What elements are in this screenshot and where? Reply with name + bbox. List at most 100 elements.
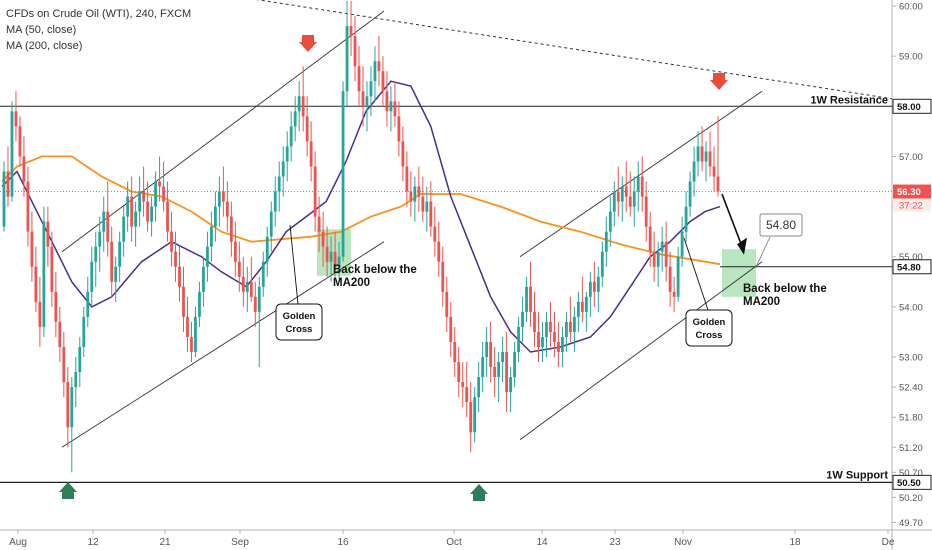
y-tick-label: 57.00 [899, 152, 923, 163]
candle-body [393, 101, 397, 117]
candle-body [596, 276, 600, 292]
channel2-upper [519, 90, 763, 258]
candle-body [94, 246, 98, 262]
candle-body [261, 261, 265, 287]
candle-body [361, 91, 365, 107]
candle-body [437, 241, 441, 262]
candle-body [198, 291, 201, 317]
candle-body [210, 226, 213, 247]
candle-body [150, 206, 153, 222]
candle-body [22, 156, 26, 182]
countdown-tag: 37:22 [893, 198, 931, 212]
candle-body [333, 251, 337, 267]
price-tag-text: 54.80 [897, 262, 921, 273]
candle-body [397, 116, 401, 142]
candle-body [684, 206, 688, 232]
candle-body [297, 96, 301, 112]
candle-body [74, 372, 78, 388]
candle-body [457, 362, 461, 383]
candle-body [18, 126, 22, 157]
candle-body [385, 91, 389, 112]
candle-body [142, 191, 146, 202]
candle-body [134, 211, 138, 227]
candle-body [90, 261, 94, 292]
candle-body [34, 266, 38, 302]
target-tag: 54.80 [893, 259, 931, 274]
candle-body [293, 111, 297, 127]
candle-body [616, 191, 620, 202]
candle-body [688, 181, 692, 207]
y-tick-label: 49.70 [899, 518, 923, 529]
candle-body [241, 276, 245, 292]
candle-body [501, 351, 505, 363]
candle-body [26, 181, 30, 232]
candle-body [700, 146, 704, 162]
candle-body [257, 286, 261, 312]
x-tick-label: 16 [337, 537, 349, 548]
candle-body [54, 291, 58, 322]
zone-below-ma200-2 [722, 249, 756, 297]
candle-body [305, 116, 309, 142]
candle-body [158, 181, 161, 187]
candle-body [505, 351, 508, 393]
candle-body [178, 266, 181, 287]
y-tick-label: 50.20 [899, 493, 923, 504]
candle-body [233, 241, 237, 262]
x-tick-label: Oct [446, 537, 462, 548]
candle-body [692, 161, 696, 182]
candle-body [130, 196, 134, 227]
ma50-line [1, 80, 721, 353]
candle-body [229, 216, 233, 242]
buy-arrow-1 [59, 482, 77, 499]
candle-body [118, 241, 122, 267]
candle-body [696, 146, 700, 162]
target-callout-box [759, 213, 803, 237]
callout-text-line2: Cross [286, 324, 313, 335]
candle-body [365, 96, 369, 107]
candle-body [154, 181, 157, 207]
candle-body [409, 191, 413, 202]
candle-body [529, 286, 532, 312]
candle-body [114, 266, 118, 282]
candle-body [708, 151, 712, 167]
candle-body [102, 211, 106, 232]
candle-body [174, 251, 177, 267]
candle-body [644, 196, 648, 227]
channel1-upper [61, 10, 385, 253]
candle-body [66, 382, 70, 428]
price-tag-bg [893, 259, 931, 274]
candle-body [513, 351, 516, 378]
target-price-callout: 54.80 [756, 213, 803, 265]
candle-body [253, 296, 257, 312]
candle-body [237, 261, 241, 277]
candle-body [600, 251, 604, 277]
candle-body [652, 251, 656, 267]
x-tick-label: Aug [9, 537, 27, 548]
candle-body [301, 96, 305, 117]
support-label: 1W Support [826, 469, 888, 481]
candle-body [640, 176, 644, 197]
candle-body [273, 191, 277, 212]
sell-arrow-2 [710, 73, 728, 90]
candle-body [648, 226, 652, 252]
target-callout-text: 54.80 [766, 218, 796, 232]
candle-body [604, 231, 608, 252]
candle-body [429, 201, 433, 227]
candle-body [30, 231, 34, 267]
candle-body [425, 201, 429, 212]
candle-body [628, 196, 632, 207]
level-lines [0, 105, 892, 483]
countdown-text: 37:22 [899, 201, 923, 212]
candle-body [485, 341, 489, 358]
candle-body [62, 346, 66, 383]
candle-body [557, 341, 560, 352]
candle-body [78, 346, 82, 373]
candle-body [569, 321, 572, 332]
note-line2: MA200 [743, 296, 780, 308]
candle-body [449, 316, 453, 342]
candle-body [14, 111, 18, 127]
sell-arrow-1 [299, 35, 317, 52]
